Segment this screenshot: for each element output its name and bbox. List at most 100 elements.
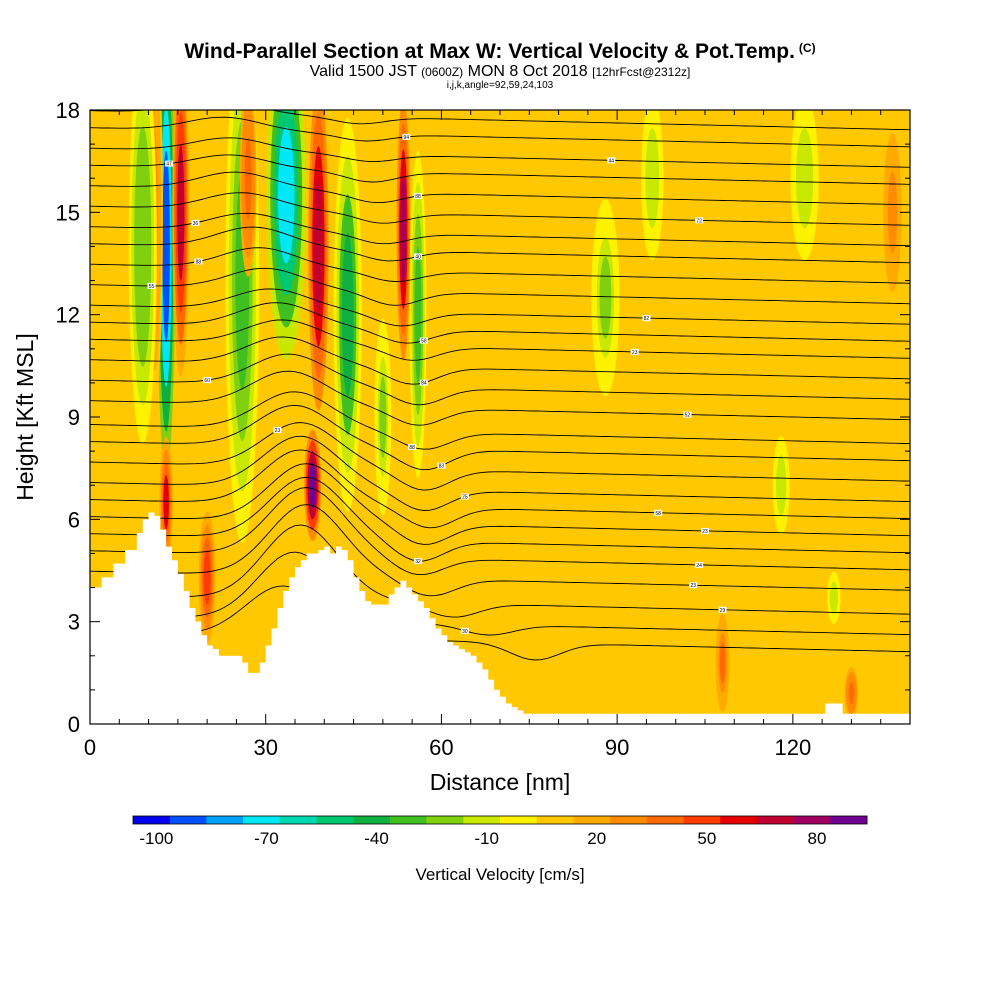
isentrope-label-20: 40 xyxy=(415,254,421,260)
isentrope-label-bg-5 xyxy=(414,558,422,565)
colorbar-tick-label: 50 xyxy=(697,829,716,848)
isentrope-1 xyxy=(90,551,910,636)
copyright-mark: (C) xyxy=(798,41,816,55)
w-cell-17 xyxy=(798,144,811,213)
w-cell-10 xyxy=(309,462,317,509)
y-tick-label: 6 xyxy=(68,507,80,532)
colorbar-swatch-18 xyxy=(793,816,831,824)
isentrope-label-bg-10 xyxy=(437,462,446,469)
w-cell-18 xyxy=(777,464,785,506)
colorbar-tick-label: -40 xyxy=(364,829,389,848)
colorbar-swatch-7 xyxy=(389,816,427,824)
colorbar-swatch-17 xyxy=(756,816,794,824)
colorbar-swatch-16 xyxy=(720,816,758,824)
colorbar-swatch-13 xyxy=(610,816,648,824)
isentrope-label-bg-15 xyxy=(630,348,639,355)
isentrope-13 xyxy=(90,353,910,406)
valid-time-line: Valid 1500 JST (0600Z) MON 8 Oct 2018 [1… xyxy=(0,64,1000,80)
isentrope-label-19: 88 xyxy=(196,259,202,265)
colorbar-swatch-1 xyxy=(169,816,207,824)
w-cell-11 xyxy=(341,232,354,397)
isentrope-label-12: 52 xyxy=(685,413,691,419)
isentrope-label-bg-1 xyxy=(460,627,469,634)
isentrope-14 xyxy=(90,336,910,385)
colorbar-swatch-0 xyxy=(133,816,170,824)
isentrope-label-bg-12 xyxy=(683,411,692,418)
colorbar-swatch-5 xyxy=(316,816,354,824)
isentrope-label-21: 36 xyxy=(193,221,199,227)
y-tick-label: 0 xyxy=(68,712,80,737)
x-tick-label: 90 xyxy=(605,735,629,760)
colorbar-swatch-14 xyxy=(646,816,684,824)
isentrope-label-2: 29 xyxy=(720,608,726,614)
y-tick-label: 18 xyxy=(56,98,80,123)
colorbar: -100 -70 -40 -10 20 50 80 xyxy=(132,815,868,848)
colorbar-swatch-3 xyxy=(243,816,281,824)
isentrope-24 xyxy=(90,154,910,185)
chart-title: Wind-Parallel Section at Max W: Vertical… xyxy=(184,40,795,63)
w-cell-20 xyxy=(848,682,855,705)
isentrope-label-bg-25 xyxy=(607,157,616,164)
isentrope-label-3: 23 xyxy=(691,583,697,589)
isentrope-label-bg-16 xyxy=(419,337,428,344)
isentrope-label-bg-6 xyxy=(701,527,709,534)
isentrope-20 xyxy=(90,226,910,264)
isentrope-label-bg-2 xyxy=(718,606,727,613)
isentrope-label-26: 94 xyxy=(404,135,410,141)
isentrope-label-bg-9 xyxy=(273,426,282,433)
isentrope-label-4: 24 xyxy=(696,563,702,569)
isentrope-label-bg-18 xyxy=(147,282,156,289)
isentrope-26 xyxy=(90,116,910,148)
w-cell-0 xyxy=(162,150,170,342)
isentrope-label-bg-7 xyxy=(654,509,663,516)
isentrope-10 xyxy=(90,404,910,471)
x-tick-label: 0 xyxy=(84,735,96,760)
x-tick-label: 120 xyxy=(774,735,811,760)
isentrope-label-bg-4 xyxy=(695,561,704,568)
isentrope-18 xyxy=(90,267,910,306)
y-tick-label: 12 xyxy=(56,303,80,328)
w-cell-5 xyxy=(203,550,211,605)
w-cell-13 xyxy=(414,246,422,383)
isentrope-contours: 3830292324322358252383885260842358825588… xyxy=(90,98,910,661)
isentrope-label-23: 88 xyxy=(415,194,421,200)
isentrope-label-14: 84 xyxy=(421,381,427,387)
w-cell-7 xyxy=(244,137,252,220)
colorbar-swatch-8 xyxy=(426,816,464,824)
isentrope-label-bg-21 xyxy=(191,219,200,226)
isentrope-label-bg-27 xyxy=(230,98,238,104)
isentrope-16 xyxy=(90,302,910,344)
colorbar-swatch-9 xyxy=(463,816,501,824)
isentrope-label-10: 83 xyxy=(439,464,445,470)
w-cell-14 xyxy=(379,376,387,458)
isentrope-5 xyxy=(90,476,910,562)
isentrope-label-bg-14 xyxy=(419,379,428,386)
w-cell-12 xyxy=(400,174,407,284)
colorbar-tick-label: 20 xyxy=(587,829,606,848)
colorbar-tick-label: 80 xyxy=(807,829,826,848)
isentrope-23 xyxy=(90,171,910,206)
colorbar-swatch-19 xyxy=(830,816,868,824)
isentrope-label-27: 64 xyxy=(231,99,237,105)
isentrope-4 xyxy=(90,487,910,576)
isentrope-label-15: 23 xyxy=(632,350,638,356)
terrain-mask xyxy=(90,512,910,725)
colorbar-swatch-2 xyxy=(206,816,244,824)
isentrope-label-bg-23 xyxy=(414,192,422,199)
isentrope-label-11: 88 xyxy=(409,445,415,451)
w-cell-9 xyxy=(314,178,323,315)
valid-date: MON 8 Oct 2018 xyxy=(467,63,588,80)
isentrope-label-7: 58 xyxy=(655,511,661,517)
isentrope-15 xyxy=(90,319,910,361)
colorbar-title: Vertical Velocity [cm/s] xyxy=(415,865,584,884)
isentrope-6 xyxy=(90,463,910,545)
y-tick-label: 3 xyxy=(68,610,80,635)
w-cell-21 xyxy=(831,586,837,609)
x-tick-label: 60 xyxy=(429,735,453,760)
isentrope-label-22: 72 xyxy=(696,218,702,224)
isentrope-22 xyxy=(90,192,910,226)
isentrope-21 xyxy=(90,212,910,247)
colorbar-swatch-10 xyxy=(500,816,537,824)
